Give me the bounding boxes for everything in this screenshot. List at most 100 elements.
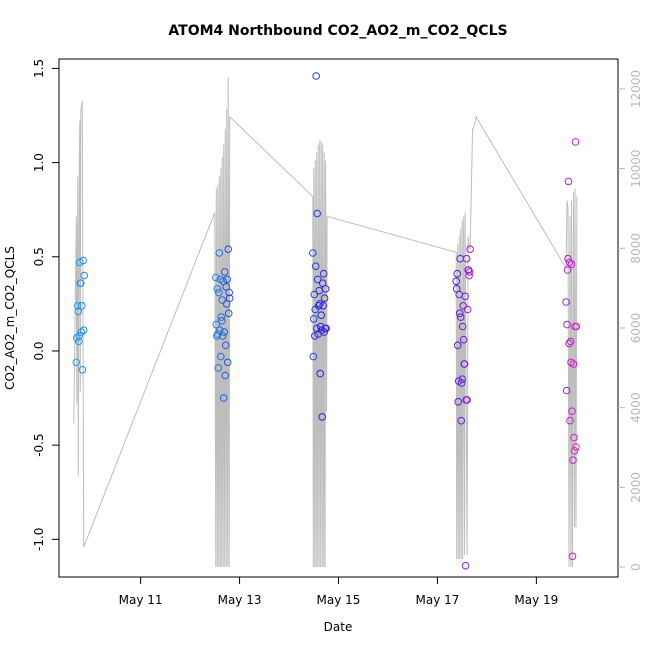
data-point: [566, 337, 575, 346]
data-point: [320, 294, 329, 303]
data-point: [457, 416, 466, 425]
altitude-line: [73, 76, 578, 568]
data-point: [458, 375, 467, 384]
data-point: [217, 313, 226, 321]
data-point: [74, 302, 82, 310]
data-point: [457, 379, 466, 387]
data-point: [221, 371, 229, 380]
data-point: [460, 360, 469, 368]
y-tick-label: 0.5: [32, 247, 46, 266]
data-point: [562, 298, 570, 306]
x-tick-label: May 13: [218, 593, 262, 607]
data-point: [224, 309, 233, 318]
data-point: [564, 254, 572, 263]
data-point: [458, 322, 467, 331]
data-point: [221, 341, 230, 350]
data-point: [565, 339, 573, 348]
data-point: [320, 328, 329, 336]
x-tick-label: May 11: [119, 593, 163, 607]
y2-tick-label: 4000: [629, 392, 643, 423]
data-point: [465, 268, 474, 276]
y-tick-label: -1.0: [32, 528, 46, 551]
data-point: [218, 296, 226, 304]
altitude-line-layer: [73, 76, 578, 568]
data-point: [215, 288, 223, 297]
data-point: [310, 315, 318, 323]
data-point: [77, 279, 85, 288]
data-point: [309, 249, 317, 257]
y-tick-label: 0.0: [32, 341, 46, 360]
data-point: [316, 322, 325, 331]
data-point: [78, 366, 87, 374]
data-point: [572, 443, 580, 451]
data-point: [223, 358, 232, 367]
data-point: [79, 326, 88, 335]
data-point: [565, 258, 574, 267]
data-point: [452, 277, 461, 286]
data-points-layer: [72, 72, 581, 570]
data-point: [219, 394, 228, 402]
data-point: [567, 358, 575, 367]
data-point: [218, 317, 226, 325]
y-axis-right: 0 2000 4000 6000 8000 10000 12000: [618, 70, 643, 571]
data-point: [463, 396, 471, 404]
data-point: [319, 269, 328, 278]
data-point: [73, 334, 81, 342]
data-point: [570, 433, 578, 442]
data-point: [78, 302, 86, 310]
data-point: [79, 256, 87, 265]
data-point: [218, 332, 227, 340]
data-point: [454, 398, 463, 406]
data-point: [572, 322, 581, 331]
data-point: [312, 72, 321, 80]
data-point: [75, 337, 83, 346]
y-tick-label: 1.5: [32, 59, 46, 78]
y-tick-label: -0.5: [32, 433, 46, 456]
data-point: [312, 324, 321, 333]
data-point: [213, 285, 222, 293]
data-point: [321, 285, 330, 293]
data-point: [453, 341, 462, 350]
data-point: [77, 328, 86, 336]
data-point: [309, 352, 318, 361]
data-point: [317, 311, 326, 320]
data-point: [225, 294, 234, 303]
data-point: [462, 254, 471, 263]
y2-tick-label: 10000: [629, 150, 643, 188]
data-point: [310, 290, 319, 299]
data-point: [566, 416, 574, 425]
data-point: [319, 302, 328, 310]
data-point: [466, 245, 474, 253]
data-point: [461, 561, 470, 570]
data-point: [567, 260, 576, 269]
data-point: [72, 358, 81, 367]
y2-tick-label: 0: [629, 563, 643, 571]
data-point: [569, 360, 578, 368]
x-tick-label: May 19: [514, 593, 558, 607]
data-point: [223, 275, 231, 284]
x-tick-label: May 15: [317, 593, 361, 607]
plot-frame: [58, 58, 619, 578]
data-point: [217, 352, 225, 361]
data-point: [224, 245, 232, 253]
data-point: [212, 273, 220, 282]
data-point: [322, 324, 330, 333]
data-point: [215, 249, 224, 257]
data-point: [311, 262, 320, 271]
data-point: [313, 209, 322, 218]
data-point: [569, 456, 577, 465]
y-tick-label: 1.0: [32, 153, 46, 172]
data-point: [571, 138, 580, 146]
data-point: [222, 283, 230, 291]
y2-tick-label: 6000: [629, 313, 643, 344]
data-point: [225, 288, 233, 297]
data-point: [318, 413, 327, 421]
data-point: [214, 364, 223, 372]
x-axis: May 11 May 13 May 15 May 17 May 19: [119, 577, 558, 607]
y2-tick-label: 8000: [629, 233, 643, 264]
data-point: [453, 269, 462, 278]
data-point: [220, 328, 228, 336]
data-point: [570, 447, 579, 455]
data-point: [313, 275, 322, 284]
